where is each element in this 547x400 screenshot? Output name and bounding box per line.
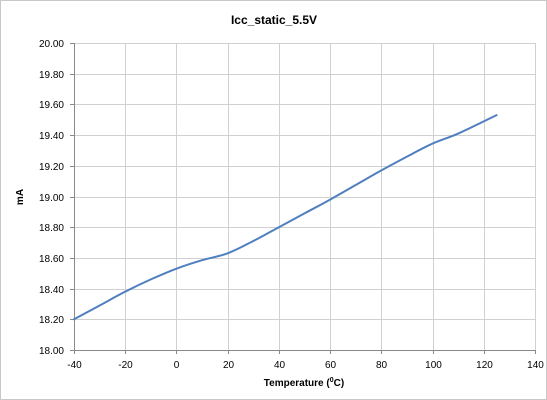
- x-axis-title-superscript: 0: [330, 377, 334, 384]
- y-tick-label-5: 19.00: [39, 193, 64, 204]
- x-tick-label-7: 100: [425, 360, 442, 371]
- y-tick-label-4: 18.80: [39, 223, 64, 234]
- x-tick-label-3: 20: [223, 360, 235, 371]
- x-tick-label-2: 0: [174, 360, 180, 371]
- y-tick-label-10: 20.00: [39, 39, 64, 50]
- x-tick-label-9: 140: [527, 360, 544, 371]
- chart-title: Icc_static_5.5V: [231, 13, 317, 27]
- y-tick-label-7: 19.40: [39, 131, 64, 142]
- x-axis-title: Temperature (0C): [264, 377, 344, 389]
- x-tick-label-6: 80: [376, 360, 388, 371]
- x-axis-title-unit: C): [334, 378, 345, 389]
- axes: [70, 43, 536, 354]
- x-tick-label-8: 120: [476, 360, 493, 371]
- series-line-0: [73, 114, 498, 321]
- y-tick-label-8: 19.60: [39, 100, 64, 111]
- y-tick-label-3: 18.60: [39, 254, 64, 265]
- y-tick-label-0: 18.00: [39, 346, 64, 357]
- y-tick-label-1: 18.20: [39, 315, 64, 326]
- y-axis-title: mA: [15, 189, 26, 205]
- y-tick-label-6: 19.20: [39, 162, 64, 173]
- series-layer: [73, 114, 498, 321]
- y-tick-label-9: 19.80: [39, 70, 64, 81]
- y-tick-label-2: 18.40: [39, 285, 64, 296]
- x-tick-label-0: -40: [67, 360, 82, 371]
- x-tick-label-5: 60: [325, 360, 337, 371]
- tick-labels: -40 -20 0 20 40 60 80 100 120 140 18.00 18.20 18.40 1…: [39, 39, 544, 371]
- x-axis-title-main: Temperature (: [264, 378, 331, 389]
- gridlines: [74, 43, 536, 351]
- x-tick-label-1: -20: [118, 360, 133, 371]
- x-tick-label-4: 40: [274, 360, 286, 371]
